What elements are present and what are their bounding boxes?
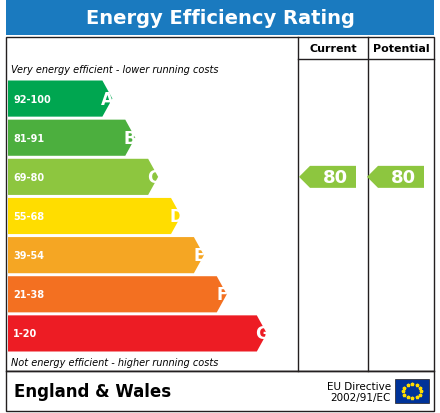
Text: C: C [147,169,159,186]
Polygon shape [8,120,135,157]
Bar [395,379,429,403]
Polygon shape [8,316,267,351]
Polygon shape [8,199,181,235]
Text: Potential: Potential [373,44,429,54]
Bar [6,38,434,371]
Text: 39-54: 39-54 [13,251,44,261]
Polygon shape [8,159,158,195]
Text: EU Directive: EU Directive [327,381,391,391]
Text: 92-100: 92-100 [13,94,51,104]
Text: 80: 80 [390,169,415,186]
Text: F: F [216,286,227,304]
Text: 80: 80 [323,169,348,186]
Polygon shape [8,81,112,117]
Polygon shape [299,166,356,188]
Text: E: E [193,247,205,264]
Text: Energy Efficiency Rating: Energy Efficiency Rating [85,9,355,27]
Text: D: D [169,207,183,225]
Polygon shape [8,237,204,273]
Text: 1-20: 1-20 [13,329,37,339]
Text: 81-91: 81-91 [13,133,44,143]
Bar [6,0,434,36]
Text: Current: Current [309,44,357,54]
Text: Not energy efficient - higher running costs: Not energy efficient - higher running co… [11,357,218,367]
Bar [6,371,434,411]
Text: 2002/91/EC: 2002/91/EC [330,392,391,402]
Text: 55-68: 55-68 [13,211,44,221]
Text: 69-80: 69-80 [13,173,44,183]
Text: England & Wales: England & Wales [14,382,171,400]
Text: 21-38: 21-38 [13,290,44,299]
Text: A: A [101,90,114,108]
Text: Very energy efficient - lower running costs: Very energy efficient - lower running co… [11,65,219,75]
Polygon shape [367,166,424,188]
Text: B: B [124,129,136,147]
Text: G: G [255,325,269,343]
Polygon shape [8,277,227,313]
